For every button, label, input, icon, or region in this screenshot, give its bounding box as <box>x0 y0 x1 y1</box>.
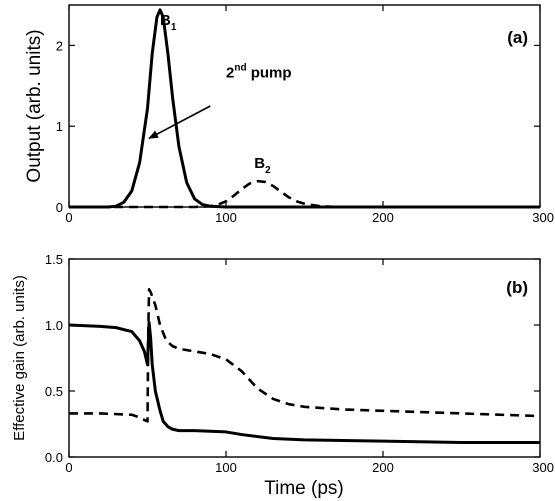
panel-b-series-solid-line <box>68 320 540 444</box>
panel-a-frame <box>68 4 541 208</box>
panel-b-ytick-label: 1.0 <box>45 318 63 333</box>
panel-a-series <box>69 8 540 209</box>
panel-b-ytick-label: 0.5 <box>45 384 63 399</box>
panel-a-series-solid-line <box>69 8 540 209</box>
panel-b-series-dashed-line <box>69 288 541 423</box>
panel-b: 0 100 200 300 0.0 0.5 1.0 1.5 Effective gain (… <box>11 252 554 499</box>
panel-b-xtick-label: 200 <box>372 460 394 475</box>
panel-b-xtick-label: 0 <box>65 460 72 475</box>
panel-a-annotations: B1 B2 2nd pump <box>148 12 292 176</box>
panel-b-yticks: 0.0 0.5 1.0 1.5 <box>45 252 540 465</box>
panel-a-ytick-label: 0 <box>56 200 63 215</box>
panel-a-xtick-label: 300 <box>532 210 554 225</box>
panel-b-ylabel: Effective gain (arb. units) <box>11 275 28 441</box>
panel-a-ytick-label: 1 <box>56 119 63 134</box>
annotation-b2: B2 <box>254 155 271 176</box>
annotation-b1: B1 <box>160 12 177 33</box>
panel-a-series-dashed-line <box>69 179 540 209</box>
panel-b-xtick-label: 300 <box>532 460 554 475</box>
panel-b-ytick-label: 0.0 <box>45 450 63 465</box>
panel-a: 0 100 200 300 0 1 2 Output (arb. units) (a) B… <box>24 4 554 225</box>
panel-b-xlabel: Time (ps) <box>264 478 344 499</box>
annotation-second-pump: 2nd pump <box>226 63 292 82</box>
panel-a-ylabel: Output (arb. units) <box>24 29 45 182</box>
annotation-pump-arrow <box>148 105 211 140</box>
panel-a-xtick-label: 100 <box>215 210 237 225</box>
panel-a-yticks: 0 1 2 <box>56 38 540 215</box>
panel-a-xticks: 0 100 200 300 <box>65 5 554 225</box>
panel-b-ytick-label: 1.5 <box>45 252 63 267</box>
panel-b-xtick-label: 100 <box>215 460 237 475</box>
panel-a-xtick-label: 200 <box>372 210 394 225</box>
panel-a-ytick-label: 2 <box>56 38 63 53</box>
panel-b-frame <box>68 258 541 458</box>
panel-a-xtick-label: 0 <box>65 210 72 225</box>
panel-b-series <box>68 288 541 444</box>
panel-b-xticks: 0 100 200 300 <box>65 259 554 475</box>
panel-a-label: (a) <box>507 28 528 47</box>
panel-b-label: (b) <box>506 278 528 297</box>
